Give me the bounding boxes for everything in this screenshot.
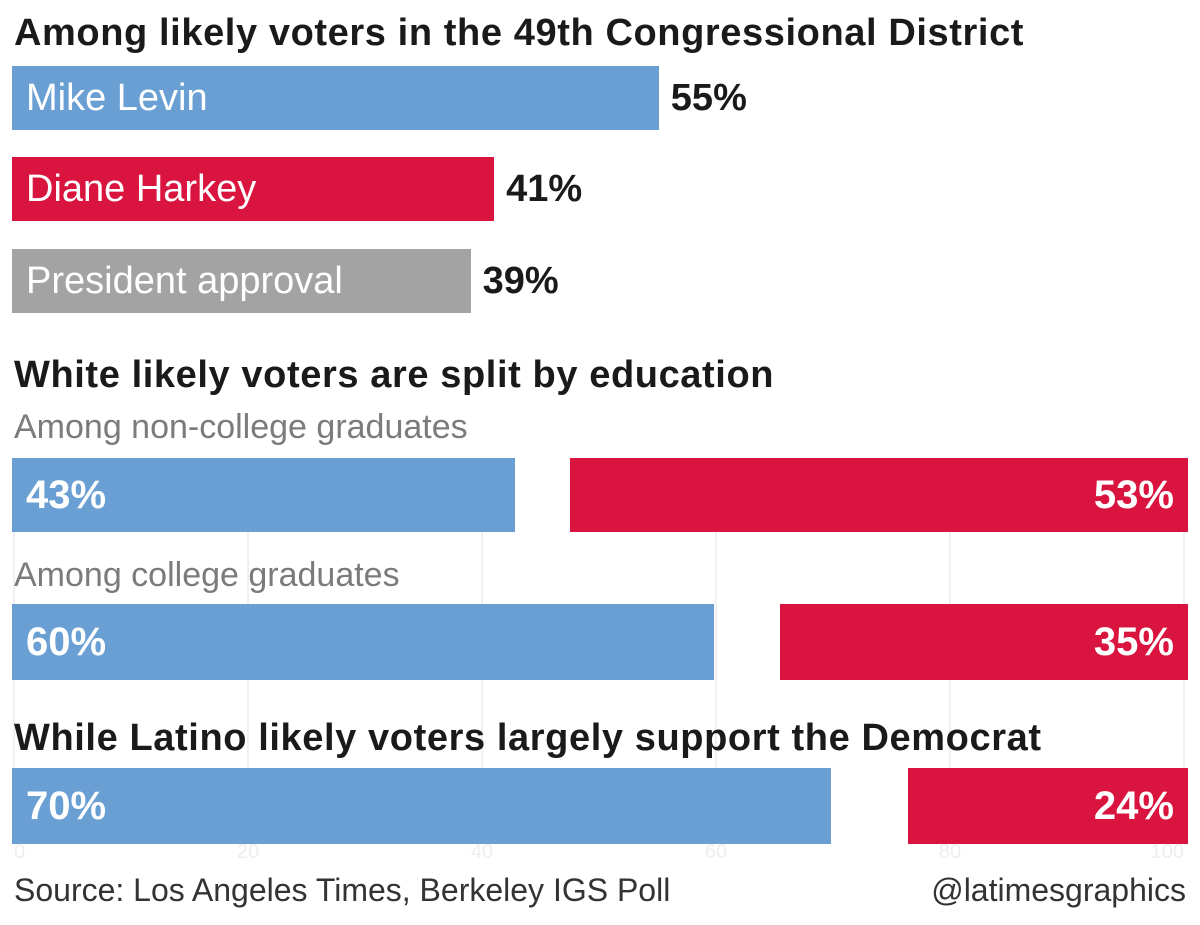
credit-handle: @latimesgraphics — [931, 872, 1186, 908]
source-note: Source: Los Angeles Times, Berkeley IGS … — [14, 872, 671, 908]
value-latino-harkey: 24% — [1093, 783, 1174, 828]
bar-president-approval: President approval — [12, 249, 471, 313]
bar-non-college-levin: 43% — [12, 458, 516, 532]
section2-title: White likely voters are split by educati… — [14, 354, 775, 396]
value-college-levin: 60% — [26, 619, 107, 664]
bar-label-president-approval: President approval — [26, 260, 343, 302]
ghost-tick-label: 40 — [471, 841, 493, 860]
value-latino-levin: 70% — [26, 783, 107, 828]
value-non-college-harkey: 53% — [1093, 472, 1174, 517]
value-college-harkey: 35% — [1093, 619, 1174, 664]
non-college-label: Among non-college graduates — [14, 408, 468, 446]
value-label-president-approval: 39% — [482, 260, 559, 302]
ghost-tick-label: 0 — [14, 841, 25, 860]
bar-latino-levin: 70% — [12, 768, 831, 844]
bar-college-harkey: 35% — [779, 604, 1188, 680]
bar-label-mike-levin: Mike Levin — [26, 77, 208, 119]
ghost-tick-label: 80 — [939, 841, 961, 860]
ghost-tick-label: 20 — [237, 841, 259, 860]
bar-diane-harkey: Diane Harkey — [12, 157, 495, 221]
section1-title: Among likely voters in the 49th Congress… — [14, 12, 1025, 54]
value-label-diane-harkey: 41% — [506, 168, 583, 210]
college-label: Among college graduates — [14, 556, 400, 594]
value-label-mike-levin: 55% — [670, 77, 747, 119]
bar-mike-levin: Mike Levin — [12, 66, 659, 130]
ghost-tick-label: 100 — [1151, 841, 1184, 860]
section3-title: While Latino likely voters largely suppo… — [14, 717, 1042, 759]
value-non-college-levin: 43% — [26, 472, 107, 517]
bar-non-college-harkey: 53% — [570, 458, 1188, 532]
ghost-tick-label: 60 — [705, 841, 727, 860]
bar-college-levin: 60% — [12, 604, 714, 680]
bar-label-diane-harkey: Diane Harkey — [26, 168, 257, 210]
bar-latino-harkey: 24% — [908, 768, 1188, 844]
